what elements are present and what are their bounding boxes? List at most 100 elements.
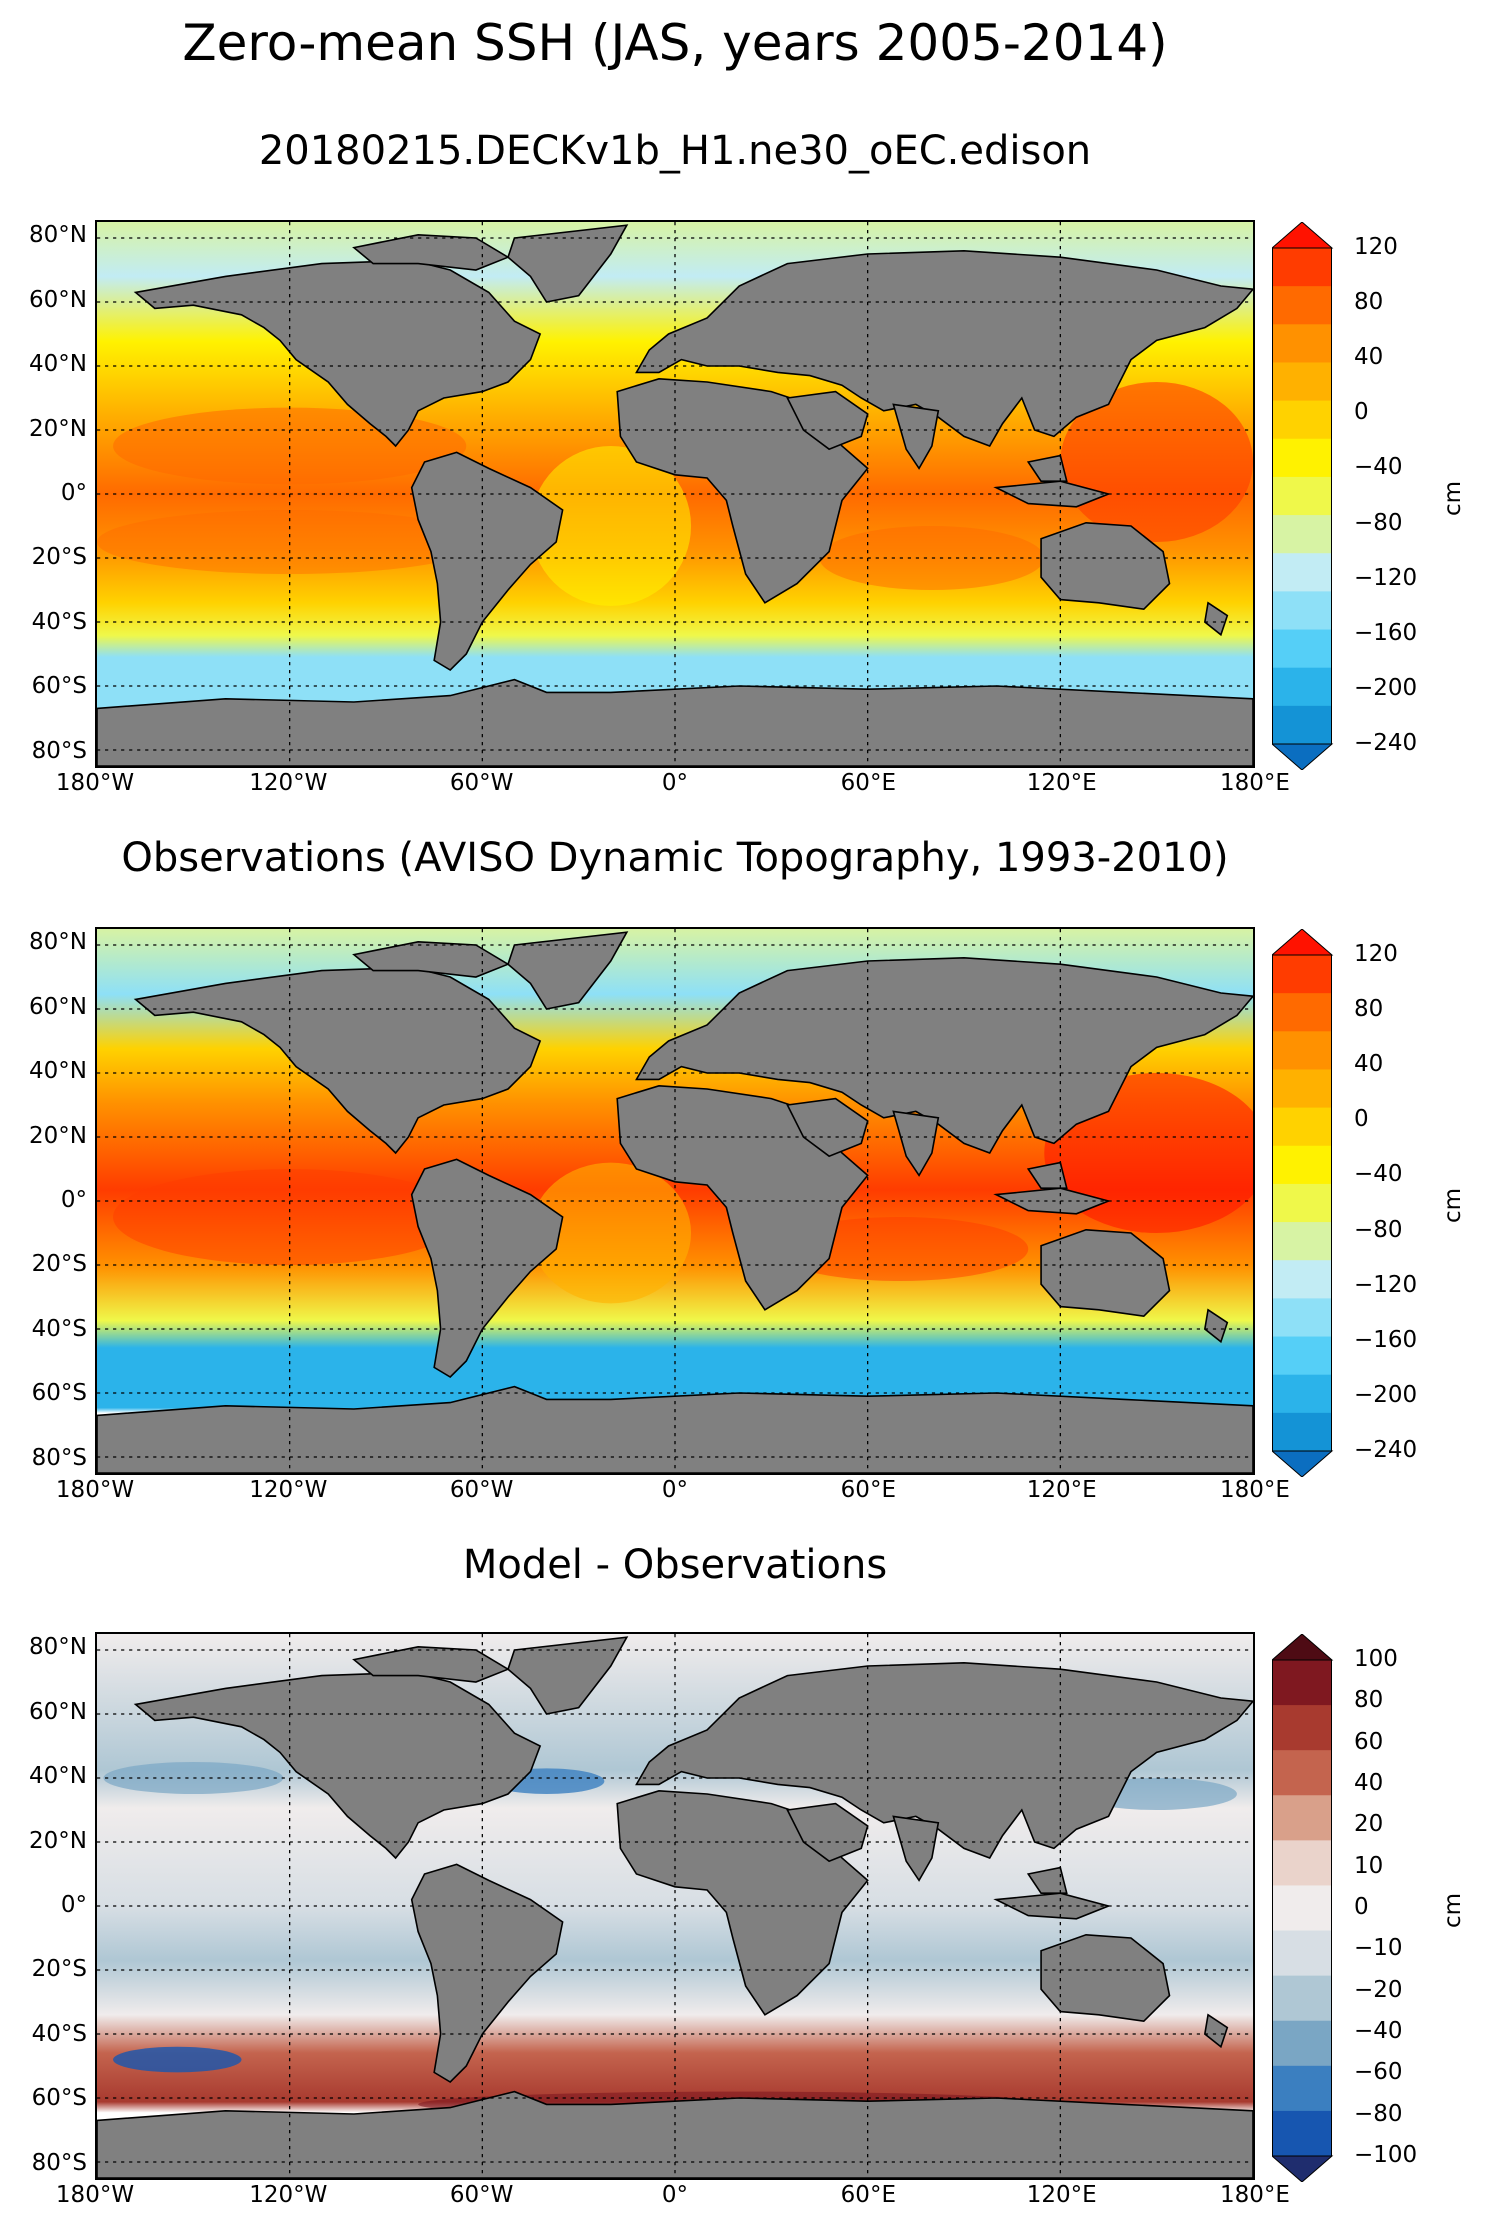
lon-tick-label: 180°E: [1220, 770, 1290, 796]
colorbar-tick-label: 0: [1354, 399, 1369, 426]
lat-tick-label: 40°N: [29, 351, 87, 378]
colorbar-tick-label: −60: [1354, 2059, 1403, 2086]
colorbar-frame: [1272, 247, 1332, 745]
colorbar-segment: [1272, 993, 1332, 1032]
colorbar-segment: [1272, 1260, 1332, 1299]
colorbar-extend-min: [1272, 1450, 1334, 1477]
lat-tick-label: 80°S: [31, 737, 87, 764]
colorbar-tick-label: −40: [1354, 2018, 1403, 2044]
colorbar-tick-label: −40: [1354, 1161, 1403, 1188]
colorbar-segment: [1272, 2110, 1332, 2157]
colorbar-segment: [1272, 1840, 1332, 1886]
colorbar-extend-min: [1272, 743, 1334, 770]
lon-tick-label: 60°E: [840, 1477, 896, 1503]
colorbar-tick-label: −20: [1354, 1976, 1403, 2003]
lat-tick-label: 60°S: [31, 2085, 87, 2112]
lon-tick-label: 180°E: [1220, 2182, 1290, 2208]
colorbar-segment: [1272, 248, 1332, 287]
lat-tick-label: 40°N: [29, 1058, 87, 1085]
colorbar-tick-label: −240: [1354, 730, 1418, 756]
lat-tick-label: 80°S: [31, 1444, 87, 1471]
map-difference: [95, 1632, 1255, 2180]
lon-tick-label: 0°: [661, 2182, 689, 2208]
colorbar-tick-label: −200: [1354, 674, 1418, 701]
lon-tick-label: 60°E: [840, 2182, 896, 2208]
colorbar-tick-label: 0: [1354, 1894, 1369, 1920]
lat-tick-label: 80°N: [29, 222, 87, 249]
lat-tick-label: 20°S: [31, 1956, 87, 1983]
lon-tick-label: 60°E: [840, 770, 896, 796]
colorbar-segment: [1272, 1885, 1332, 1932]
colorbar-extend-max: [1272, 929, 1334, 956]
lat-tick-label: 40°S: [31, 1315, 87, 1342]
colorbar-tick-label: 100: [1354, 1646, 1398, 1672]
lon-tick-label: 120°W: [249, 1477, 328, 1503]
colorbar-tick-label: −120: [1354, 564, 1418, 591]
panel-title-model: 20180215.DECKv1b_H1.ne30_oEC.edison: [258, 128, 1092, 174]
colorbar-tick-label: −160: [1354, 619, 1418, 646]
colorbar-segment: [1272, 286, 1332, 325]
lon-tick-label: 60°W: [449, 2182, 514, 2208]
colorbar-segment: [1272, 1705, 1332, 1751]
colorbar-extend-min: [1272, 2155, 1334, 2182]
lon-tick-label: 0°: [661, 1477, 689, 1503]
colorbar-tick-label: −80: [1354, 1216, 1403, 1243]
lat-tick-label: 60°N: [29, 286, 87, 313]
colorbar-tick-label: 80: [1354, 289, 1384, 316]
lat-tick-label: 80°N: [29, 929, 87, 956]
colorbar-tick-label: 40: [1354, 1051, 1384, 1078]
colorbar-extend-max: [1272, 1634, 1334, 1661]
lon-tick-label: 60°W: [449, 1477, 514, 1503]
colorbar-segment: [1272, 1298, 1332, 1338]
colorbar-segment: [1272, 476, 1332, 516]
lon-tick-label: 180°W: [55, 770, 135, 796]
lat-tick-label: 20°S: [31, 544, 87, 571]
lon-tick-label: 120°E: [1026, 2182, 1097, 2208]
colorbar-unit-label: cm: [1440, 480, 1466, 516]
colorbar-tick-label: 120: [1354, 941, 1398, 967]
lon-tick-label: 120°W: [249, 2182, 328, 2208]
colorbar-tick-label: −10: [1354, 1935, 1403, 1962]
colorbar-tick-label: −240: [1354, 1437, 1418, 1463]
colorbar-segment: [1272, 705, 1332, 745]
colorbar-difference: [1272, 1634, 1342, 2182]
colorbar-tick-label: −80: [1354, 2100, 1403, 2127]
colorbar-segment: [1272, 1930, 1332, 1977]
colorbar-segment: [1272, 1374, 1332, 1414]
colorbar-segment: [1272, 667, 1332, 707]
colorbar-segment: [1272, 1069, 1332, 1109]
lat-tick-label: 20°N: [29, 1122, 87, 1149]
colorbar-segment: [1272, 1975, 1332, 2022]
lat-tick-label: 80°N: [29, 1634, 87, 1661]
colorbar-segment: [1272, 1660, 1332, 1706]
lon-tick-label: 60°W: [449, 770, 514, 796]
colorbar-segment: [1272, 1145, 1332, 1185]
colorbar-tick-label: 80: [1354, 996, 1384, 1023]
lon-tick-label: 120°E: [1026, 770, 1097, 796]
colorbar-extend-max: [1272, 222, 1334, 249]
lon-tick-label: 120°W: [249, 770, 328, 796]
colorbar-tick-label: 80: [1354, 1687, 1384, 1714]
colorbar-tick-label: 20: [1354, 1811, 1384, 1838]
colorbar-segment: [1272, 1412, 1332, 1452]
lat-tick-label: 80°S: [31, 2149, 87, 2176]
colorbar-unit-label: cm: [1440, 1892, 1466, 1928]
colorbar-segment: [1272, 1031, 1332, 1070]
colorbar-tick-label: −40: [1354, 454, 1403, 481]
colorbar-tick-label: 40: [1354, 1770, 1384, 1796]
colorbar-model: [1272, 222, 1342, 770]
lat-tick-label: 20°N: [29, 415, 87, 442]
colorbar-segment: [1272, 2065, 1332, 2112]
map-observations: [95, 927, 1255, 1475]
figure-suptitle: Zero-mean SSH (JAS, years 2005-2014): [182, 14, 1168, 72]
colorbar-segment: [1272, 1107, 1332, 1147]
colorbar-tick-label: 40: [1354, 344, 1384, 371]
colorbar-tick-label: 0: [1354, 1106, 1369, 1133]
lon-tick-label: 0°: [661, 770, 689, 796]
colorbar-segment: [1272, 515, 1332, 554]
lat-tick-label: 20°N: [29, 1827, 87, 1854]
colorbar-segment: [1272, 1795, 1332, 1841]
colorbar-unit-label: cm: [1440, 1187, 1466, 1223]
lon-tick-label: 180°E: [1220, 1477, 1290, 1503]
colorbar-segment: [1272, 438, 1332, 478]
